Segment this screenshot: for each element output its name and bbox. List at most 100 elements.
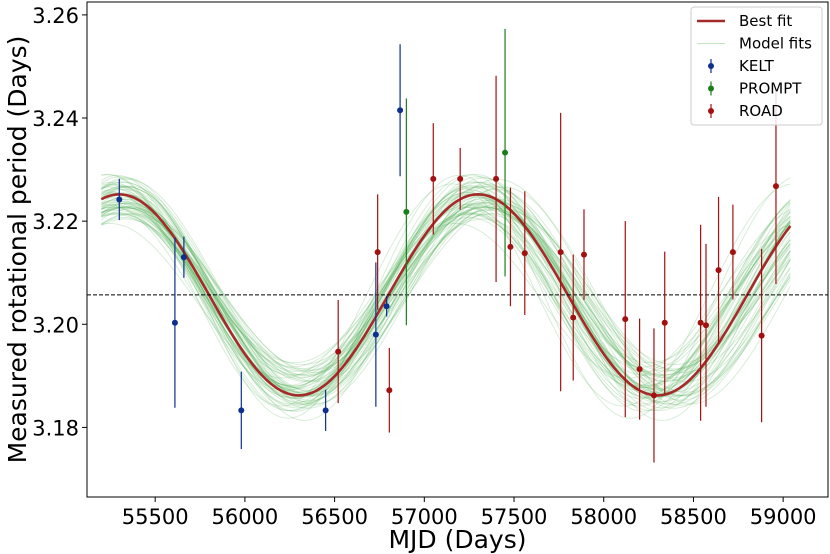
road-point	[335, 348, 342, 355]
points-group	[116, 107, 779, 414]
model-fit-line	[101, 218, 791, 376]
legend-best-fit-label: Best fit	[739, 12, 792, 30]
road-point	[758, 332, 765, 339]
road-point	[622, 316, 629, 323]
model-fit-line	[101, 206, 791, 373]
model-fit-line	[101, 178, 791, 396]
model-fit-line	[101, 185, 791, 409]
road-point	[697, 319, 704, 326]
model-fit-line	[101, 213, 791, 364]
road-point	[493, 175, 500, 182]
road-point	[521, 250, 528, 257]
model-fit-line	[101, 199, 791, 406]
legend-road-swatch	[708, 108, 714, 114]
model-fit-line	[101, 193, 791, 398]
model-fit-line	[101, 191, 791, 386]
model-fit-line	[101, 206, 791, 372]
model-fit-line	[101, 206, 791, 378]
road-point	[661, 319, 668, 326]
y-tick-label: 3.20	[32, 313, 79, 337]
model-fit-line	[101, 204, 791, 376]
model-fit-line	[101, 186, 791, 398]
x-tick-label: 58000	[570, 505, 637, 529]
model-fit-line	[101, 216, 791, 389]
road-point	[507, 243, 514, 250]
road-point	[570, 314, 577, 321]
x-tick-label: 57000	[391, 505, 458, 529]
model-fit-line	[101, 177, 791, 421]
model-fit-line	[101, 206, 791, 370]
ticks-group: 55500 56000 56500 57000 57500 58000 58500 59000…	[32, 4, 816, 529]
x-tick-label: 56000	[211, 505, 278, 529]
model-fit-line	[101, 183, 791, 398]
model-fit-line	[101, 183, 791, 407]
model-fit-line	[101, 185, 791, 391]
prompt-point	[403, 208, 410, 215]
legend-prompt-label: PROMPT	[739, 80, 802, 98]
model-fit-line	[101, 202, 791, 377]
road-point	[430, 175, 437, 182]
x-tick-label: 57500	[481, 505, 548, 529]
model-fit-line	[101, 188, 791, 406]
legend-road-label: ROAD	[739, 102, 783, 120]
best-fit-line	[100, 193, 792, 397]
road-point	[702, 322, 709, 329]
road-point	[729, 249, 736, 256]
model-fit-line	[101, 174, 791, 419]
legend-box	[690, 6, 823, 126]
model-fit-line	[101, 186, 791, 405]
model-fit-line	[101, 198, 791, 397]
y-tick-label: 3.18	[32, 416, 79, 440]
y-tick-label: 3.22	[32, 210, 79, 234]
model-fit-line	[101, 207, 791, 382]
model-fit-line	[101, 188, 791, 405]
kelt-point	[322, 407, 329, 414]
legend-model-fits-label: Model fits	[739, 35, 812, 53]
model-fit-line	[101, 192, 791, 407]
x-tick-label: 55500	[122, 505, 189, 529]
road-point	[715, 267, 722, 274]
x-tick-label: 58500	[660, 505, 727, 529]
y-tick-label: 3.24	[32, 107, 79, 131]
model-fit-line	[101, 186, 791, 390]
road-point	[557, 249, 564, 256]
kelt-point	[180, 254, 187, 261]
model-fit-line	[101, 211, 791, 387]
kelt-point	[383, 303, 390, 310]
kelt-point	[238, 407, 245, 414]
kelt-point	[372, 331, 379, 338]
model-fit-line	[101, 213, 791, 376]
legend-prompt-swatch	[708, 85, 714, 92]
plot-frame	[86, 1, 829, 498]
model-fit-line	[101, 201, 791, 401]
road-point	[374, 249, 381, 256]
model-fit-line	[101, 209, 791, 366]
best-fit-group	[100, 193, 792, 397]
road-point	[636, 366, 643, 373]
kelt-point	[397, 107, 404, 114]
y-axis-label: Measured rotational period (Days)	[3, 36, 32, 464]
legend: Best fit Model fits KELT PROMPT ROAD	[690, 6, 823, 126]
model-fit-line	[101, 196, 791, 390]
y-tick-label: 3.26	[32, 4, 79, 28]
x-tick-label: 56500	[301, 505, 368, 529]
model-fit-line	[101, 207, 791, 383]
x-axis-label: MJD (Days)	[388, 525, 526, 554]
road-point	[580, 251, 587, 258]
x-tick-label: 59000	[750, 505, 817, 529]
road-point	[386, 387, 393, 394]
model-fit-line	[101, 194, 791, 403]
model-fit-line	[101, 213, 791, 382]
road-point	[457, 175, 464, 182]
prompt-point	[502, 149, 509, 156]
legend-kelt-swatch	[708, 63, 714, 69]
model-fit-line	[101, 212, 791, 371]
model-fits-group	[101, 173, 791, 421]
model-fit-line	[101, 176, 791, 403]
model-fit-line	[101, 206, 791, 389]
model-fit-line	[101, 181, 791, 394]
model-fit-line	[101, 185, 791, 399]
model-fit-line	[101, 173, 791, 412]
road-point	[650, 392, 657, 399]
